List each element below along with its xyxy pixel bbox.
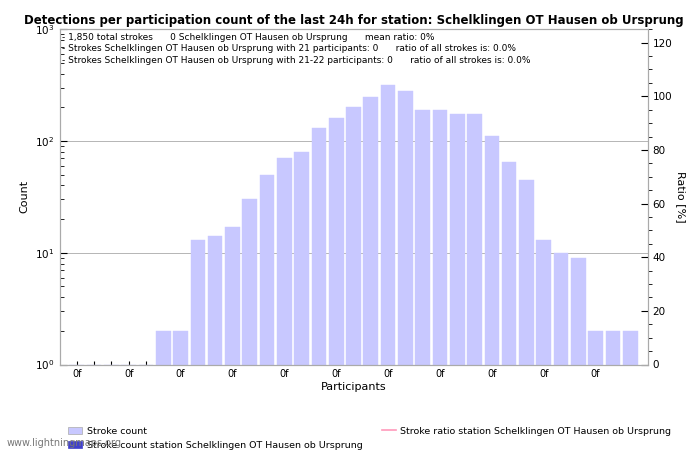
Bar <box>381 85 395 450</box>
Bar <box>139 364 153 450</box>
Bar <box>502 162 517 450</box>
Bar <box>623 331 638 450</box>
Y-axis label: Count: Count <box>20 180 29 213</box>
Text: - 1,850 total strokes      0 Schelklingen OT Hausen ob Ursprung      mean ratio:: - 1,850 total strokes 0 Schelklingen OT … <box>62 32 531 65</box>
Bar <box>467 114 482 450</box>
Bar <box>104 364 119 450</box>
Bar <box>242 199 257 450</box>
Bar <box>69 364 84 450</box>
X-axis label: Participants: Participants <box>321 382 386 392</box>
Bar <box>173 331 188 450</box>
Bar <box>121 364 136 450</box>
Bar <box>208 236 223 450</box>
Bar <box>156 331 171 450</box>
Bar <box>294 152 309 450</box>
Title: Detections per participation count of the last 24h for station: Schelklingen OT : Detections per participation count of th… <box>24 14 683 27</box>
Bar <box>87 364 101 450</box>
Bar <box>606 331 620 450</box>
Bar <box>571 258 586 450</box>
Bar <box>260 175 274 450</box>
Bar <box>312 128 326 450</box>
Bar <box>433 110 447 450</box>
Bar <box>190 240 205 450</box>
Bar <box>484 136 499 450</box>
Bar <box>588 331 603 450</box>
Bar <box>398 91 413 450</box>
Bar <box>346 108 361 450</box>
Bar <box>363 97 378 450</box>
Bar <box>450 114 465 450</box>
Legend: Stroke count, Stroke count station Schelklingen OT Hausen ob Ursprung, Stroke ra: Stroke count, Stroke count station Schel… <box>64 423 676 450</box>
Y-axis label: Ratio [%]: Ratio [%] <box>676 171 686 223</box>
Bar <box>329 118 344 450</box>
Bar <box>554 253 568 450</box>
Bar <box>415 110 430 450</box>
Text: www.lightningmaps.org: www.lightningmaps.org <box>7 438 122 448</box>
Bar <box>225 227 240 450</box>
Bar <box>536 240 551 450</box>
Bar <box>277 158 292 450</box>
Bar <box>519 180 534 450</box>
